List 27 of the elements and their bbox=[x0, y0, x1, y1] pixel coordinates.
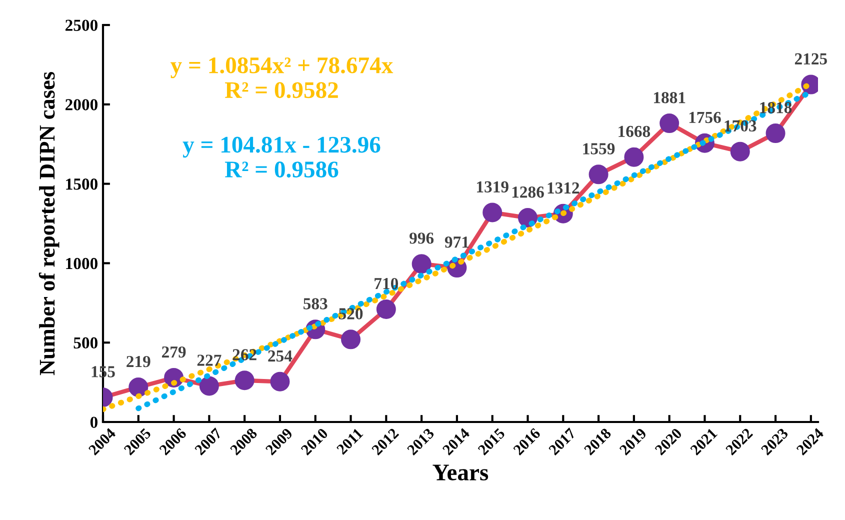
data-label: 1319 bbox=[477, 181, 508, 192]
data-label: 971 bbox=[444, 236, 469, 248]
data-label: 710 bbox=[374, 278, 398, 290]
data-label: 279 bbox=[162, 346, 186, 358]
data-label: 996 bbox=[410, 232, 434, 244]
data-label: 262 bbox=[232, 349, 256, 360]
text: y = 1.0854x² + 78.674x R² = 0.9582 bbox=[170, 57, 394, 98]
data-label: 254 bbox=[268, 350, 292, 362]
y-tick-label: 2000 bbox=[66, 99, 98, 110]
y-tick-label: 0 bbox=[90, 416, 98, 428]
y-tick-label: 1000 bbox=[66, 258, 98, 270]
x-axis-title: Years bbox=[432, 464, 488, 480]
data-label: 227 bbox=[197, 354, 222, 366]
y-tick-label: 2500 bbox=[66, 20, 98, 31]
data-label: 1668 bbox=[618, 126, 650, 138]
data-label: 1312 bbox=[548, 182, 580, 194]
y-tick-label: 1500 bbox=[66, 178, 98, 190]
y-tick-label: 500 bbox=[74, 337, 98, 349]
data-label: 1559 bbox=[583, 143, 615, 154]
data-label: 1881 bbox=[654, 92, 686, 104]
y-axis-title: Number of reported DIPN cases bbox=[38, 72, 60, 376]
data-label: 219 bbox=[126, 356, 150, 368]
text: y = 104.81x - 123.96 R² = 0.9586 bbox=[182, 136, 380, 178]
data-label: 1756 bbox=[689, 112, 721, 124]
data-label: 583 bbox=[304, 298, 328, 310]
data-label: 1286 bbox=[512, 186, 544, 198]
data-label: 2125 bbox=[794, 53, 827, 64]
